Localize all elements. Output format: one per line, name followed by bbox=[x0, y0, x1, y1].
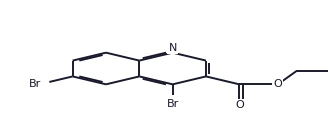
Text: Br: Br bbox=[166, 99, 179, 109]
Text: O: O bbox=[235, 100, 244, 110]
Text: Br: Br bbox=[29, 79, 41, 89]
Text: O: O bbox=[273, 79, 282, 89]
Text: N: N bbox=[168, 43, 177, 53]
